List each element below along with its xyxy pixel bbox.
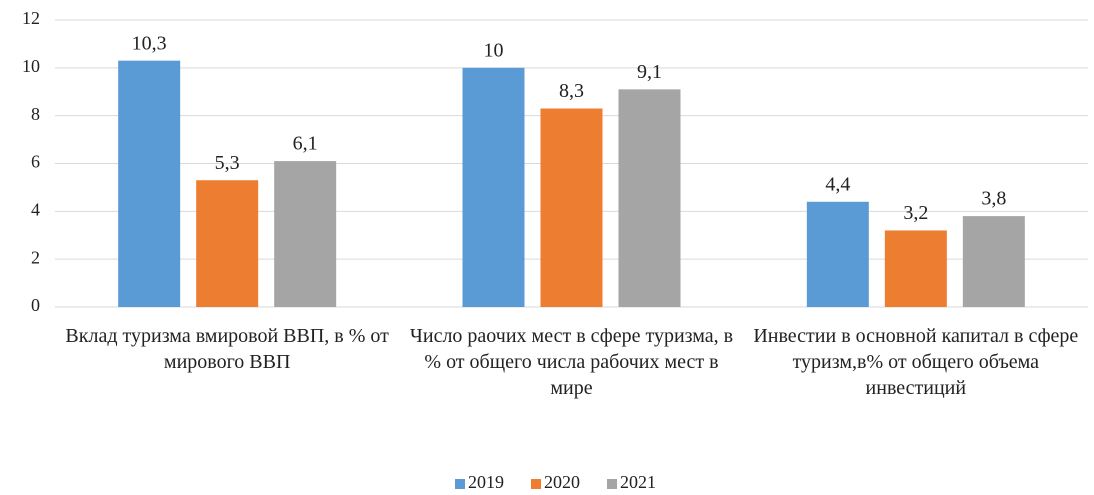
data-label: 6,1 [293, 133, 318, 155]
y-tick-label: 10 [22, 56, 40, 76]
x-tick-label: Инвестии в основной капитал в сфере тури… [753, 325, 1079, 399]
y-tick-label: 2 [31, 247, 40, 267]
data-label: 9,1 [637, 61, 662, 83]
bar [196, 180, 259, 307]
bar [806, 201, 869, 307]
data-label: 10,3 [132, 32, 167, 54]
bar [118, 60, 181, 308]
y-tick-label: 4 [31, 199, 40, 219]
bar [618, 89, 681, 307]
data-label: 4,4 [825, 173, 850, 195]
x-tick-label: Число раочих мест в сфере туризма, в % о… [409, 325, 734, 399]
legend-label: 2021 [620, 472, 656, 492]
x-tick-label: Вклад туризма вмировой ВВП, в % от миров… [65, 325, 389, 373]
legend-label: 2020 [544, 472, 580, 492]
legend-swatch [455, 479, 465, 489]
y-tick-label: 0 [31, 295, 40, 315]
y-tick-label: 12 [22, 8, 40, 28]
legend-label: 2019 [468, 472, 504, 492]
y-tick-label: 8 [31, 104, 40, 124]
data-label: 10 [484, 39, 504, 61]
bar [962, 216, 1025, 307]
legend-swatch [607, 479, 617, 489]
data-label: 8,3 [559, 80, 584, 102]
legend-swatch [531, 479, 541, 489]
bar [884, 230, 947, 307]
data-label: 3,2 [903, 202, 928, 224]
bar [540, 108, 603, 307]
data-label: 5,3 [215, 152, 240, 174]
data-label: 3,8 [981, 188, 1006, 210]
y-tick-label: 6 [31, 152, 40, 172]
bar [274, 161, 337, 307]
bar [462, 67, 525, 307]
